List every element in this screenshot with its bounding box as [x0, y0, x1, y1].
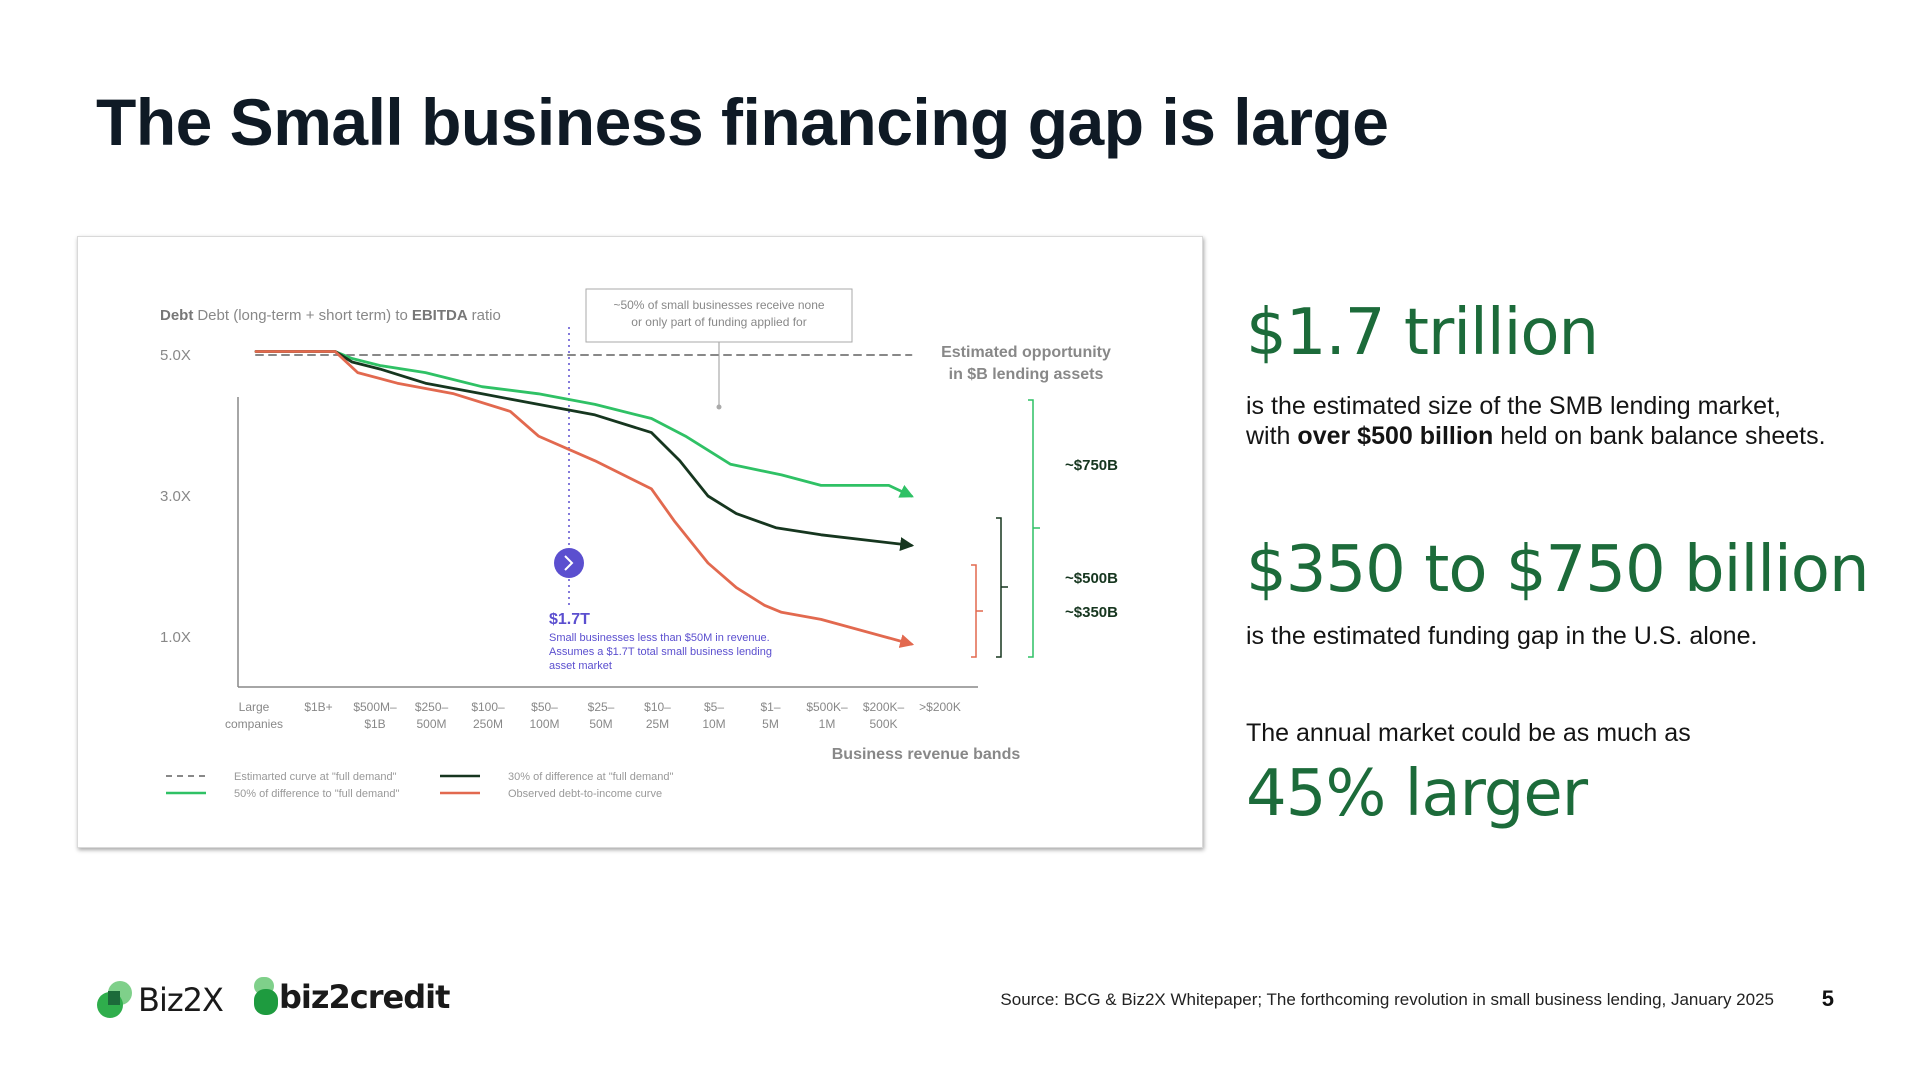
slide-title: The Small business financing gap is larg… — [96, 85, 1389, 159]
y-tick-label: 1.0X — [160, 629, 191, 646]
series-line-1 — [254, 350, 914, 498]
bracket-label-750b: ~$750B — [1065, 457, 1118, 474]
legend-label: Estimarted curve at "full demand" — [234, 771, 397, 783]
stat-funding-gap-desc: is the estimated funding gap in the U.S.… — [1246, 622, 1758, 650]
series-line-3 — [254, 350, 915, 648]
y-tick-label: 3.0X — [160, 488, 191, 505]
chevron-marker[interactable] — [554, 548, 584, 578]
bracket-label-350b: ~$350B — [1065, 604, 1118, 621]
page-number: 5 — [1821, 986, 1834, 1011]
callout-bottom-value: $1.7T — [549, 611, 590, 628]
x-tick-label: $200K– — [863, 700, 905, 714]
x-tick-label: $500M– — [353, 700, 397, 714]
x-tick-label: $5– — [704, 700, 724, 714]
callout-top-box — [585, 288, 853, 343]
series-line-2 — [254, 350, 915, 552]
x-tick-label: >$200K — [919, 700, 961, 714]
biz2credit-logo-mark — [254, 977, 278, 1015]
stat-market-size: $1.7 trillion — [1246, 296, 1599, 370]
stat-market-size-desc-pre: with — [1246, 422, 1291, 450]
stat-annual-growth: 45% larger — [1246, 757, 1588, 831]
stat-market-size-desc: is the estimated size of the SMB lending… — [1246, 391, 1826, 451]
x-tick-label: $25– — [588, 700, 615, 714]
x-tick-label: $500K– — [806, 700, 848, 714]
callout-bottom-line1: Small businesses less than $50M in reven… — [549, 632, 770, 644]
biz2x-logo: Biz2X — [96, 979, 224, 1021]
stat-market-size-desc-line1: is the estimated size of the SMB lending… — [1246, 392, 1781, 420]
x-tick-label-line2: companies — [225, 717, 283, 731]
source-citation: Source: BCG & Biz2X Whitepaper; The fort… — [1000, 990, 1774, 1009]
biz2credit-logo: biz2credit — [251, 975, 450, 1019]
opportunity-title-line1: Estimated opportunity — [941, 344, 1111, 361]
x-tick-label-line2: 500K — [869, 717, 897, 731]
y-tick-label: 5.0X — [160, 347, 191, 364]
biz2credit-logo-text: biz2credit — [279, 978, 450, 1016]
biz2x-logo-mark — [97, 981, 132, 1018]
bracket-350b — [971, 564, 983, 658]
legend-label: 30% of difference at "full demand" — [508, 771, 673, 783]
chevron-right-icon — [564, 555, 574, 571]
x-tick-label-line2: 50M — [589, 717, 612, 731]
x-tick-label-line2: 25M — [646, 717, 669, 731]
stat-market-size-desc-bold: over $500 billion — [1297, 422, 1494, 450]
debt-to-ebitda-chart: Debt Debt (long-term + short term) to EBIT… — [160, 288, 1118, 800]
chart-card: Debt Debt (long-term + short term) to EBIT… — [77, 236, 1203, 848]
y-axis-label-plain: Debt (long-term + short term) to — [197, 307, 407, 324]
bracket-label-500b: ~$500B — [1065, 570, 1118, 587]
x-tick-label-line2: 5M — [762, 717, 779, 731]
callout-bottom-line3: asset market — [549, 660, 612, 672]
x-tick-label-line2: 500M — [416, 717, 446, 731]
x-tick-label-line2: 250M — [473, 717, 503, 731]
x-tick-label: $250– — [415, 700, 449, 714]
y-axis-label-bold: EBITDA — [412, 307, 468, 324]
x-tick-label-line2: $1B — [364, 717, 385, 731]
x-tick-label: $100– — [471, 700, 505, 714]
stat-market-size-desc-post: held on bank balance sheets. — [1500, 422, 1826, 450]
x-tick-label: Large — [239, 700, 270, 714]
footer-logos: Biz2X biz2credit — [96, 975, 456, 1025]
y-axis-label: Debt Debt (long-term + short term) to EBIT… — [160, 307, 501, 324]
x-tick-label-line2: 1M — [819, 717, 836, 731]
callout-top-line1: ~50% of small businesses receive none — [613, 298, 824, 312]
callout-top-dot — [716, 404, 722, 410]
biz2x-logo-text: Biz2X — [138, 981, 224, 1019]
y-axis-label-suffix: ratio — [472, 307, 501, 324]
x-tick-label: $1B+ — [304, 700, 332, 714]
x-tick-label-line2: 100M — [529, 717, 559, 731]
stat-funding-gap: $350 to $750 billion — [1246, 533, 1869, 607]
callout-top-line2: or only part of funding applied for — [631, 315, 806, 329]
x-tick-label: $50– — [531, 700, 558, 714]
x-tick-label: $10– — [644, 700, 671, 714]
legend-label: Observed debt-to-income curve — [508, 788, 662, 800]
x-axis-label: Business revenue bands — [832, 746, 1021, 763]
x-tick-label: $1– — [760, 700, 780, 714]
x-tick-label-line2: 10M — [702, 717, 725, 731]
bracket-500b — [996, 517, 1008, 658]
legend-label: 50% of difference to "full demand" — [234, 788, 399, 800]
stat-annual-intro: The annual market could be as much as — [1246, 719, 1691, 747]
opportunity-title-line2: in $B lending assets — [949, 366, 1104, 383]
callout-bottom-line2: Assumes a $1.7T total small business len… — [549, 646, 772, 658]
bracket-750b — [1028, 399, 1040, 658]
